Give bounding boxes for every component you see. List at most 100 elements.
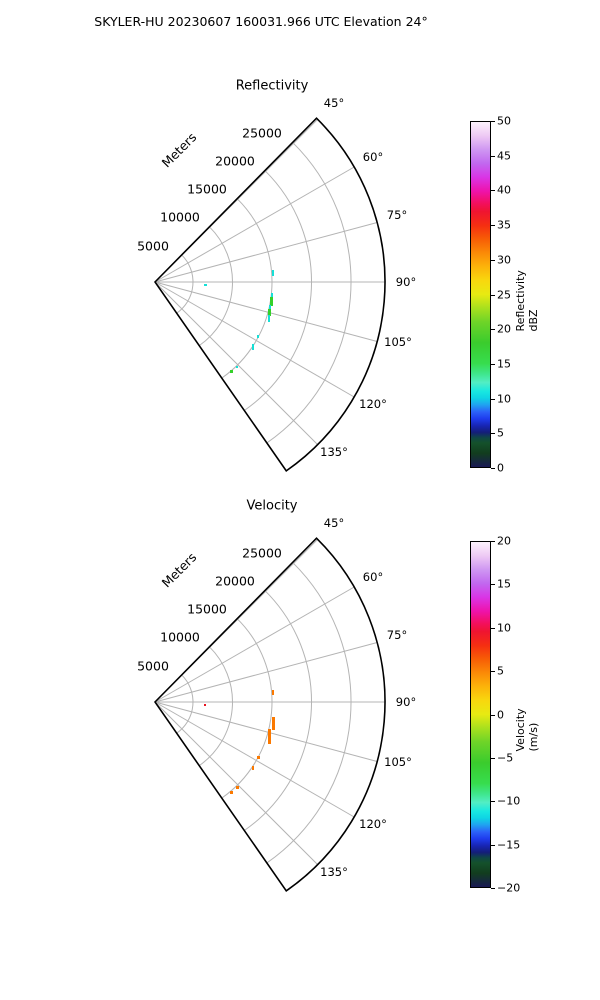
azimuth-gridline xyxy=(154,281,355,398)
range-tick-label: 20000 xyxy=(215,573,255,589)
reflectivity-colorbar-label: Reflectivity dBZ xyxy=(514,270,540,332)
range-ring xyxy=(198,646,233,767)
colorbar-tick-label: 35 xyxy=(497,218,511,232)
azimuth-gridline xyxy=(154,166,355,283)
colorbar-tickmark xyxy=(491,888,495,889)
colorbar-tick-label: 15 xyxy=(497,357,511,371)
azimuth-gridline xyxy=(154,701,318,865)
colorbar-tick-label: 5 xyxy=(497,664,504,678)
echo-mark xyxy=(270,297,273,306)
range-tick-label: 5000 xyxy=(137,238,169,254)
range-ring xyxy=(244,590,312,831)
azimuth-tick-label: 90° xyxy=(395,695,417,709)
range-ring xyxy=(198,226,233,347)
echo-mark xyxy=(230,791,233,794)
azimuth-tick-label: 75° xyxy=(386,208,408,222)
range-tick-label: 25000 xyxy=(242,125,282,141)
colorbar-tick-label: 5 xyxy=(497,426,504,440)
azimuth-gridline xyxy=(154,281,378,343)
range-tick-label: 15000 xyxy=(187,601,227,617)
range-ring xyxy=(266,142,352,444)
colorbar-tick-label: 30 xyxy=(497,253,511,267)
colorbar-tickmark xyxy=(491,294,495,296)
colorbar-tickmark xyxy=(491,155,495,157)
echo-mark xyxy=(268,315,270,322)
range-tick-label: 20000 xyxy=(215,153,255,169)
azimuth-gridline xyxy=(154,586,355,703)
azimuth-tick-label: 45° xyxy=(323,516,345,530)
velocity-plot-title: Velocity xyxy=(246,498,298,514)
echo-mark xyxy=(257,756,260,759)
colorbar-tickmark xyxy=(491,363,495,365)
velocity-colorbar-label: Velocity (m/s) xyxy=(514,708,540,752)
reflectivity-colorbar xyxy=(470,121,491,468)
azimuth-tick-label: 75° xyxy=(386,628,408,642)
colorbar-tick-label: 40 xyxy=(497,183,511,197)
azimuth-tick-label: 60° xyxy=(362,570,384,584)
colorbar-tickmark xyxy=(491,259,495,261)
azimuth-tick-label: 45° xyxy=(323,96,345,110)
reflectivity-wedge-plot xyxy=(153,117,386,472)
colorbar-tickmark xyxy=(491,757,495,759)
echo-mark xyxy=(236,366,238,368)
range-tick-label: 25000 xyxy=(242,545,282,561)
colorbar-tickmark xyxy=(491,433,495,435)
azimuth-gridline xyxy=(154,281,318,445)
colorbar-tickmark xyxy=(491,844,495,846)
azimuth-gridline xyxy=(154,701,355,818)
velocity-colorbar xyxy=(470,541,491,888)
echo-mark xyxy=(269,305,271,310)
echo-mark xyxy=(252,766,254,770)
colorbar-tick-label: 20 xyxy=(497,534,511,548)
azimuth-tick-label: 135° xyxy=(320,445,348,459)
sector-outline xyxy=(153,537,386,892)
reflectivity-plot-title: Reflectivity xyxy=(235,78,309,94)
echo-mark xyxy=(230,370,233,373)
colorbar-tick-label: −10 xyxy=(497,794,521,808)
colorbar-tickmark xyxy=(491,468,495,469)
echo-mark xyxy=(204,284,207,286)
colorbar-tick-label: 10 xyxy=(497,392,511,406)
colorbar-tick-label: 0 xyxy=(497,461,504,475)
azimuth-tick-label: 90° xyxy=(395,275,417,289)
azimuth-tick-label: 60° xyxy=(362,150,384,164)
azimuth-tick-label: 120° xyxy=(359,817,387,831)
azimuth-tick-label: 105° xyxy=(384,755,412,769)
range-tick-label: 5000 xyxy=(137,658,169,674)
azimuth-tick-label: 105° xyxy=(384,335,412,349)
azimuth-tick-label: 135° xyxy=(320,865,348,879)
range-ring xyxy=(266,562,352,864)
colorbar-tickmark xyxy=(491,121,495,122)
colorbar-tickmark xyxy=(491,801,495,803)
colorbar-tick-label: 45 xyxy=(497,149,511,163)
echo-mark xyxy=(271,293,273,297)
colorbar-tick-label: −20 xyxy=(497,881,521,895)
range-tick-label: 10000 xyxy=(160,209,200,225)
range-ring xyxy=(244,170,312,411)
echo-mark xyxy=(257,335,259,338)
colorbar-tickmark xyxy=(491,714,495,716)
colorbar-tick-label: 25 xyxy=(497,288,511,301)
azimuth-tick-label: 120° xyxy=(359,397,387,411)
velocity-wedge-plot xyxy=(153,537,386,892)
colorbar-tick-label: 0 xyxy=(497,708,504,721)
range-tick-label: 10000 xyxy=(160,629,200,645)
echo-mark xyxy=(268,729,271,744)
colorbar-tickmark xyxy=(491,190,495,192)
echo-mark xyxy=(236,786,239,789)
range-ring xyxy=(176,674,194,734)
azimuth-gridline xyxy=(154,641,378,703)
echo-mark xyxy=(272,270,274,276)
colorbar-tickmark xyxy=(491,225,495,227)
colorbar-tickmark xyxy=(491,671,495,673)
colorbar-tickmark xyxy=(491,627,495,629)
range-ring xyxy=(221,198,273,379)
colorbar-tick-label: −15 xyxy=(497,838,521,852)
echo-mark xyxy=(204,704,206,706)
range-tick-label: 15000 xyxy=(187,181,227,197)
colorbar-tickmark xyxy=(491,584,495,586)
colorbar-tickmark xyxy=(491,329,495,331)
figure-title: SKYLER-HU 20230607 160031.966 UTC Elevat… xyxy=(94,14,428,29)
